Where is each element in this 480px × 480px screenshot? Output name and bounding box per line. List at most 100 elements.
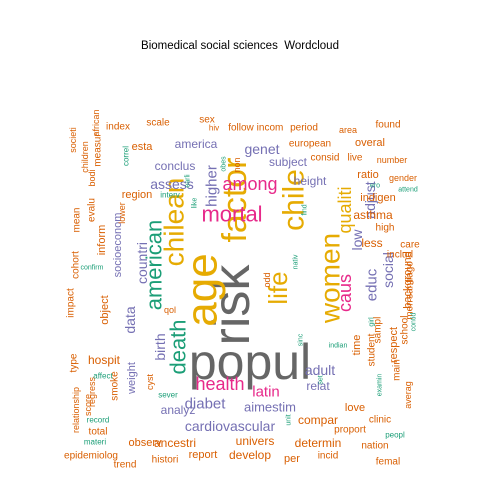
word-total: total bbox=[89, 427, 108, 438]
word-hiv: hiv bbox=[209, 124, 219, 133]
word-respect: respect bbox=[388, 327, 400, 363]
word-trend: trend bbox=[114, 460, 137, 471]
word-height: height bbox=[294, 174, 327, 188]
word-socioeconom: socioeconom bbox=[112, 213, 124, 278]
word-clinic: clinic bbox=[369, 415, 391, 426]
word-adult: adult bbox=[305, 362, 335, 378]
word-earli: earli bbox=[185, 174, 192, 188]
word-develop: develop bbox=[229, 448, 271, 462]
word-american: american bbox=[142, 220, 167, 310]
word-birth: birth bbox=[152, 333, 168, 360]
word-regress: regress bbox=[87, 376, 97, 407]
word-student: student bbox=[367, 333, 378, 366]
word-region: region bbox=[122, 189, 153, 201]
word-contid: contid bbox=[411, 313, 418, 332]
word-univers: univers bbox=[236, 434, 275, 448]
word-analyz: analyz bbox=[161, 403, 196, 417]
word-consid: consid bbox=[311, 153, 340, 164]
word-set: set bbox=[318, 375, 325, 384]
word-object: object bbox=[99, 295, 111, 324]
word-latin: latin bbox=[252, 384, 280, 401]
word-women: women bbox=[315, 233, 346, 324]
word-affect: affect bbox=[93, 372, 113, 381]
word-smoke: smoke bbox=[110, 371, 121, 401]
word-love: love bbox=[345, 402, 365, 414]
word-report: report bbox=[189, 449, 218, 461]
word-high: high bbox=[376, 223, 395, 234]
word-lower: lower bbox=[117, 202, 127, 224]
word-weight: weight bbox=[126, 362, 138, 395]
word-among: among bbox=[222, 174, 277, 194]
word-gender: gender bbox=[389, 173, 417, 183]
word-materi: materi bbox=[84, 438, 106, 447]
word-peopl: peopl bbox=[385, 431, 405, 440]
word-children: children bbox=[80, 141, 90, 173]
word-time: time bbox=[351, 335, 363, 356]
word-inform: inform bbox=[96, 225, 108, 256]
word-relat: relat bbox=[306, 379, 330, 393]
word-santiago: santiago bbox=[405, 261, 416, 299]
word-hospit: hospit bbox=[88, 353, 121, 367]
word-chilean: chilean bbox=[159, 178, 190, 267]
word-relationship: relationship bbox=[71, 387, 81, 433]
word-caus: caus bbox=[335, 274, 355, 312]
word-ancestri: ancestri bbox=[154, 436, 196, 450]
word-proport: proport bbox=[334, 425, 366, 436]
word-main: main bbox=[392, 359, 403, 381]
word-examin: examin bbox=[377, 374, 384, 397]
word-scale: scale bbox=[146, 118, 170, 129]
word-african: african bbox=[91, 109, 101, 136]
word-cardiovascular: cardiovascular bbox=[185, 418, 276, 434]
word-confirm: confirm bbox=[81, 265, 104, 272]
word-interv: interv bbox=[160, 191, 180, 200]
word-risk: risk bbox=[203, 264, 261, 346]
word-popul: popul bbox=[189, 334, 311, 390]
word-indigen: indigen bbox=[360, 192, 395, 204]
word-compar: compar bbox=[298, 413, 338, 427]
word-subject: subject bbox=[269, 155, 308, 169]
word-less: less bbox=[361, 236, 382, 250]
word-attend: attend bbox=[398, 187, 418, 194]
word-data: data bbox=[122, 306, 138, 333]
word-bodi: bodi bbox=[87, 169, 97, 186]
word-qualiti: qualiti bbox=[335, 186, 355, 233]
word-non: non bbox=[232, 157, 242, 172]
word-qol: qol bbox=[164, 305, 176, 315]
word-low: low bbox=[349, 229, 365, 251]
word-assess: assess bbox=[150, 176, 194, 192]
word-mortal: mortal bbox=[201, 202, 262, 227]
word-adjust: adjust bbox=[362, 181, 378, 218]
word-girl: girl bbox=[369, 317, 376, 327]
word-includ: includ bbox=[387, 250, 413, 261]
word-care: care bbox=[400, 240, 420, 251]
word-nation: nation bbox=[361, 441, 388, 452]
word-femal: femal bbox=[376, 457, 400, 468]
word-factor: factor bbox=[216, 157, 254, 242]
word-record: record bbox=[87, 416, 110, 425]
word-sinc: sinc bbox=[298, 333, 305, 346]
word-averag: averag bbox=[403, 381, 413, 409]
word-incid: incid bbox=[318, 451, 339, 462]
word-period: period bbox=[290, 123, 318, 134]
word-epidemiolog: epidemiolog bbox=[64, 451, 118, 462]
word-follow: follow bbox=[228, 123, 254, 134]
word-type: type bbox=[69, 353, 80, 372]
word-obes: obes bbox=[221, 156, 228, 172]
word-impact: impact bbox=[66, 288, 77, 318]
word-nativ: nativ bbox=[293, 254, 300, 269]
word-america: america bbox=[175, 137, 218, 151]
word-cyst: cyst bbox=[145, 374, 155, 391]
word-incom: incom bbox=[257, 123, 284, 134]
word-european: european bbox=[289, 139, 331, 150]
word-find: find bbox=[302, 204, 309, 215]
word-per: per bbox=[284, 453, 300, 465]
word-age: age bbox=[178, 253, 227, 326]
word-like: like bbox=[192, 198, 199, 209]
word-observ: observ bbox=[128, 437, 162, 449]
word-men: men bbox=[405, 300, 416, 319]
word-cohort: cohort bbox=[71, 251, 82, 279]
word-educ: educ bbox=[364, 268, 381, 301]
word-chile: chile bbox=[278, 169, 311, 231]
word-sex: sex bbox=[199, 115, 215, 126]
word-odd: odd bbox=[262, 272, 272, 287]
